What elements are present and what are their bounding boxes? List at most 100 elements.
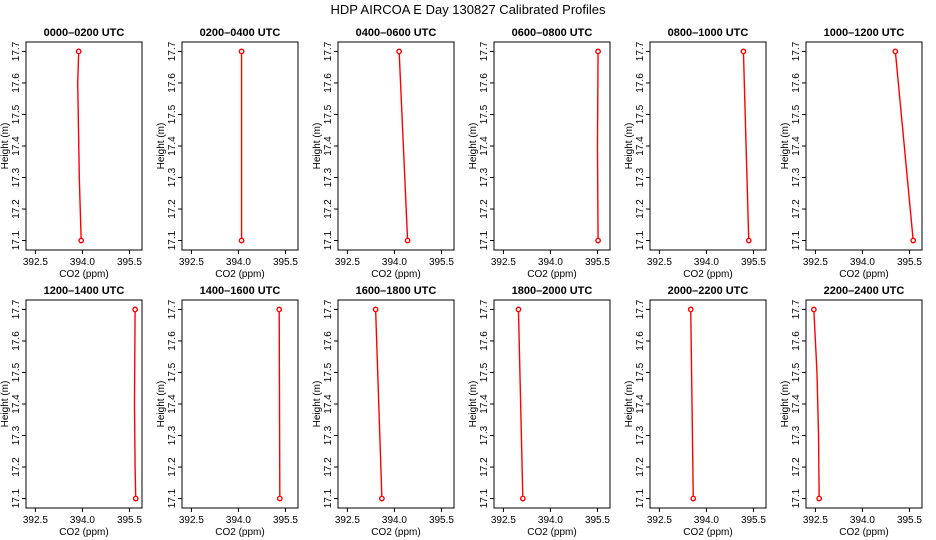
- panel-5-point: [910, 237, 917, 244]
- panel-9-xtick-label: 395.5: [585, 515, 610, 526]
- panel-4-xtick-label: 394.0: [694, 257, 719, 268]
- panel-0-point: [75, 48, 82, 55]
- panel-4-ylabel: Height (m): [624, 123, 635, 170]
- panel-4-point: [745, 237, 752, 244]
- panel-1-ytick-label: 17.6: [167, 73, 178, 93]
- panel-5-xtick-label: 394.0: [850, 257, 875, 268]
- panel-0-ytick-label: 17.6: [11, 73, 22, 93]
- panel-9-xtick-label: 394.0: [538, 515, 563, 526]
- panel-8-point: [372, 306, 379, 313]
- panel-0-ytick-label: 17.3: [11, 167, 22, 187]
- panel-5-ytick-label: 17.1: [791, 230, 802, 250]
- panel-2-series-line: [398, 51, 409, 241]
- panel-9-ytick-label: 17.3: [479, 425, 490, 445]
- panel-4-ytick-label: 17.4: [635, 136, 646, 156]
- panel-2-xtick-label: 394.0: [382, 257, 407, 268]
- panel-5-xtick-label: 395.5: [897, 257, 922, 268]
- panel-8-series-line: [374, 309, 383, 499]
- panel-11-ytick-label: 17.3: [791, 425, 802, 445]
- panel-3-xtick-label: 394.0: [538, 257, 563, 268]
- panel-3-ytick-label: 17.1: [479, 230, 490, 250]
- page-title: HDP AIRCOA E Day 130827 Calibrated Profi…: [330, 2, 606, 17]
- panel-11-ytick-label: 17.2: [791, 457, 802, 477]
- panel-1-title: 0200–0400 UTC: [200, 27, 281, 39]
- panel-9-ylabel: Height (m): [468, 381, 479, 428]
- panel-6-ytick-label: 17.7: [11, 299, 22, 319]
- panel-11-xtick-label: 394.0: [850, 515, 875, 526]
- panel-4-ytick-label: 17.2: [635, 199, 646, 219]
- panel-5-point: [892, 48, 899, 55]
- panel-3-point: [595, 48, 601, 55]
- panel-6-ytick-label: 17.6: [11, 331, 22, 351]
- panel-3-xtick-label: 392.5: [491, 257, 516, 268]
- panel-9-ytick-label: 17.2: [479, 457, 490, 477]
- panel-5-ytick-label: 17.6: [791, 73, 802, 93]
- panel-5-ylabel: Height (m): [780, 123, 791, 170]
- panel-3-ytick-label: 17.4: [479, 136, 490, 156]
- panel-6-ytick-label: 17.3: [11, 425, 22, 445]
- panel-0-point: [78, 237, 85, 244]
- panel-7-ylabel: Height (m): [156, 381, 167, 428]
- panel-2-xtick-label: 392.5: [335, 257, 360, 268]
- panel-10-series-line: [690, 309, 694, 499]
- panel-6-xtick-label: 395.5: [117, 515, 142, 526]
- panel-4-xlabel: CO2 (ppm): [683, 269, 732, 280]
- panel-3-ytick-label: 17.6: [479, 73, 490, 93]
- panel-10-ytick-label: 17.2: [635, 457, 646, 477]
- panel-9-xtick-label: 392.5: [491, 515, 516, 526]
- panel-10-title: 2000–2200 UTC: [668, 285, 749, 297]
- panel-0-series-line: [77, 51, 82, 241]
- panel-0-ylabel: Height (m): [0, 123, 11, 170]
- panel-0-ytick-label: 17.5: [11, 104, 22, 124]
- panel-8-ytick-label: 17.2: [323, 457, 334, 477]
- panel-11-ytick-label: 17.5: [791, 362, 802, 382]
- panel-11-ytick-label: 17.7: [791, 299, 802, 319]
- panel-8-xtick-label: 394.0: [382, 515, 407, 526]
- panel-1-ytick-label: 17.7: [167, 41, 178, 61]
- panel-6-ytick-label: 17.4: [11, 394, 22, 414]
- panel-2-frame: [337, 41, 455, 251]
- panel-2-point: [404, 237, 411, 244]
- panel-11-xlabel: CO2 (ppm): [839, 527, 888, 538]
- panel-11-xtick-label: 392.5: [803, 515, 828, 526]
- panel-11-ylabel: Height (m): [780, 381, 791, 428]
- panel-8-frame: [337, 299, 455, 509]
- panel-10-ylabel: Height (m): [624, 381, 635, 428]
- panel-6-ytick-label: 17.1: [11, 488, 22, 508]
- panel-8-point: [378, 495, 385, 502]
- panel-1-ytick-label: 17.1: [167, 230, 178, 250]
- panel-7-ytick-label: 17.3: [167, 425, 178, 445]
- panel-8-ytick-label: 17.7: [323, 299, 334, 319]
- panel-5-ytick-label: 17.5: [791, 104, 802, 124]
- panel-10-ytick-label: 17.3: [635, 425, 646, 445]
- panel-2-ytick-label: 17.4: [323, 136, 334, 156]
- panel-6-point: [132, 306, 139, 313]
- panel-0-title: 0000–0200 UTC: [44, 27, 125, 39]
- panel-8-title: 1600–1800 UTC: [356, 285, 437, 297]
- panel-5-xlabel: CO2 (ppm): [839, 269, 888, 280]
- panel-4-ytick-label: 17.6: [635, 73, 646, 93]
- panel-10-point: [687, 306, 694, 313]
- panel-3-ytick-label: 17.2: [479, 199, 490, 219]
- panel-6-xtick-label: 392.5: [23, 515, 48, 526]
- panel-2-point: [396, 48, 403, 55]
- panel-9-ytick-label: 17.1: [479, 488, 490, 508]
- panel-10-frame: [649, 299, 767, 509]
- panel-3-title: 0600–0800 UTC: [512, 27, 593, 39]
- panel-6-point: [132, 495, 139, 502]
- panel-1-ytick-label: 17.2: [167, 199, 178, 219]
- panel-11-point: [816, 495, 823, 502]
- panel-7-xlabel: CO2 (ppm): [215, 527, 264, 538]
- panel-7-ytick-label: 17.2: [167, 457, 178, 477]
- panel-2-ytick-label: 17.6: [323, 73, 334, 93]
- panel-10-ytick-label: 17.1: [635, 488, 646, 508]
- panel-1-xtick-label: 394.0: [226, 257, 251, 268]
- panel-2-ytick-label: 17.3: [323, 167, 334, 187]
- panel-1-ylabel: Height (m): [156, 123, 167, 170]
- panel-7-series-line: [278, 309, 281, 499]
- panel-9-ytick-label: 17.4: [479, 394, 490, 414]
- panel-2-ytick-label: 17.1: [323, 230, 334, 250]
- panel-3-xlabel: CO2 (ppm): [527, 269, 576, 280]
- panel-5-ytick-label: 17.4: [791, 136, 802, 156]
- panel-2-ylabel: Height (m): [312, 123, 323, 170]
